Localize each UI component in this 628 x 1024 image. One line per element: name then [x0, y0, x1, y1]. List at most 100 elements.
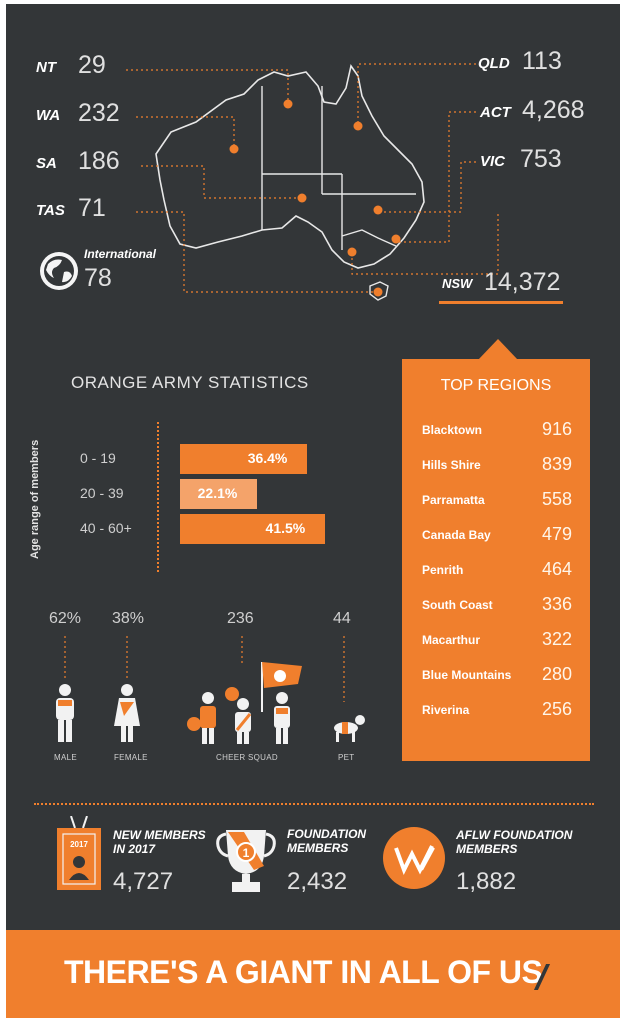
region-value: 839 [541, 454, 572, 474]
region-name: Riverina [422, 703, 470, 717]
region-value: 464 [541, 559, 572, 579]
nsw-underline [439, 301, 563, 304]
female-percent: 38% [112, 610, 145, 627]
globe-icon [40, 252, 78, 290]
pet-count: 44 [333, 610, 351, 627]
region-row: Macarthur 322 [422, 629, 572, 653]
state-value-vic: 753 [520, 145, 562, 173]
state-value-sa: 186 [78, 147, 120, 175]
new-members-line1: NEW MEMBERS [113, 828, 206, 842]
region-row: Blue Mountains 280 [422, 664, 572, 688]
new-members-value: 4,727 [113, 868, 174, 895]
cheer-squad-count: 236 [227, 610, 254, 627]
state-value-act: 4,268 [522, 96, 585, 124]
foundation-value: 2,432 [287, 868, 348, 895]
australia-outline [155, 64, 425, 269]
age-category-label: 0 - 19 [80, 450, 116, 466]
act-dot [391, 234, 401, 244]
region-value: 336 [541, 594, 572, 614]
region-row: Canada Bay 479 [422, 524, 572, 548]
aflw-line2: MEMBERS [456, 842, 518, 856]
female-icon [114, 684, 140, 742]
region-name: Hills Shire [422, 458, 481, 472]
state-value-wa: 232 [78, 99, 120, 127]
state-value-qld: 113 [522, 47, 562, 75]
chart-axis [157, 422, 159, 572]
age-category-label: 20 - 39 [80, 485, 124, 501]
region-value: 256 [541, 699, 572, 719]
top-regions-title: TOP REGIONS [440, 377, 552, 394]
international-value: 78 [84, 264, 112, 292]
state-label-sa: SA [36, 155, 57, 172]
trophy-icon: 1 [216, 830, 276, 892]
state-label-act: ACT [480, 104, 511, 121]
region-row: Hills Shire 839 [422, 454, 572, 478]
region-name: Penrith [422, 563, 464, 577]
age-axis-label: Age range of members [29, 439, 41, 559]
male-icon [56, 684, 74, 742]
footer-slogan: THERE'S A GIANT IN ALL OF US [64, 954, 543, 990]
wa-dot [229, 144, 239, 154]
state-label-vic: VIC [480, 153, 506, 170]
foundation-line1: FOUNDATION [287, 827, 367, 841]
cheer-squad-icon [187, 662, 302, 744]
aflw-line1: AFLW FOUNDATION [456, 828, 573, 842]
pet-caption: PET [338, 753, 355, 762]
region-name: Blacktown [422, 423, 483, 437]
female-caption: FEMALE [114, 753, 148, 762]
region-value: 916 [541, 419, 572, 439]
age-bar: 41.5% [180, 514, 326, 544]
region-value: 280 [541, 664, 572, 684]
pet-icon [334, 715, 365, 742]
infographic-panel: NT 29 WA 232 SA 186 TAS 71 QLD 113 ACT 4… [6, 4, 620, 1018]
member-badge-icon: 2017 [57, 816, 101, 890]
state-label-qld: QLD [478, 55, 510, 72]
nsw-dot [347, 247, 357, 257]
age-bar: 36.4% [180, 444, 308, 474]
region-value: 322 [541, 629, 572, 649]
age-bar-value: 22.1% [197, 485, 238, 501]
trophy-digit: 1 [243, 846, 250, 860]
state-label-nsw: NSW [442, 276, 473, 291]
australia-map [126, 63, 499, 301]
aflw-value: 1,882 [456, 868, 517, 895]
region-row: Riverina 256 [422, 699, 572, 723]
region-name: Canada Bay [422, 528, 491, 542]
stats-title: ORANGE ARMY STATISTICS [71, 373, 309, 392]
state-label-tas: TAS [36, 202, 65, 219]
age-category-label: 40 - 60+ [80, 520, 132, 536]
region-name: Parramatta [422, 493, 485, 507]
sa-dot [297, 193, 307, 203]
footer-banner: THERE'S A GIANT IN ALL OF US [6, 930, 620, 1018]
state-value-nsw: 14,372 [484, 268, 561, 296]
region-row: Parramatta 558 [422, 489, 572, 513]
international-label: International [84, 247, 157, 261]
badge-year: 2017 [70, 840, 88, 849]
regions-pointer [478, 339, 518, 360]
region-name: Macarthur [422, 633, 481, 647]
state-label-wa: WA [36, 107, 61, 124]
region-value: 558 [541, 489, 572, 509]
state-label-nt: NT [36, 59, 56, 76]
vic-dot [373, 205, 383, 215]
region-value: 479 [541, 524, 572, 544]
male-percent: 62% [49, 610, 82, 627]
region-name: South Coast [422, 598, 493, 612]
age-bar: 22.1% [180, 479, 258, 509]
age-bar-value: 36.4% [247, 450, 288, 466]
demographic-figures [56, 636, 365, 744]
nt-dot [283, 99, 293, 109]
top-regions-panel: TOP REGIONS Blacktown 916 Hills Shire 839 Pa… [402, 359, 590, 761]
region-row: Blacktown 916 [422, 419, 572, 443]
aflw-logo-icon [383, 827, 445, 889]
state-value-nt: 29 [78, 51, 106, 79]
qld-dot [353, 121, 363, 131]
cheer-squad-caption: CHEER SQUAD [216, 753, 278, 762]
foundation-line2: MEMBERS [287, 841, 349, 855]
new-members-line2: IN 2017 [113, 842, 156, 856]
male-caption: MALE [54, 753, 77, 762]
state-value-tas: 71 [78, 194, 106, 222]
region-name: Blue Mountains [422, 668, 512, 682]
region-row: South Coast 336 [422, 594, 572, 618]
region-row: Penrith 464 [422, 559, 572, 583]
